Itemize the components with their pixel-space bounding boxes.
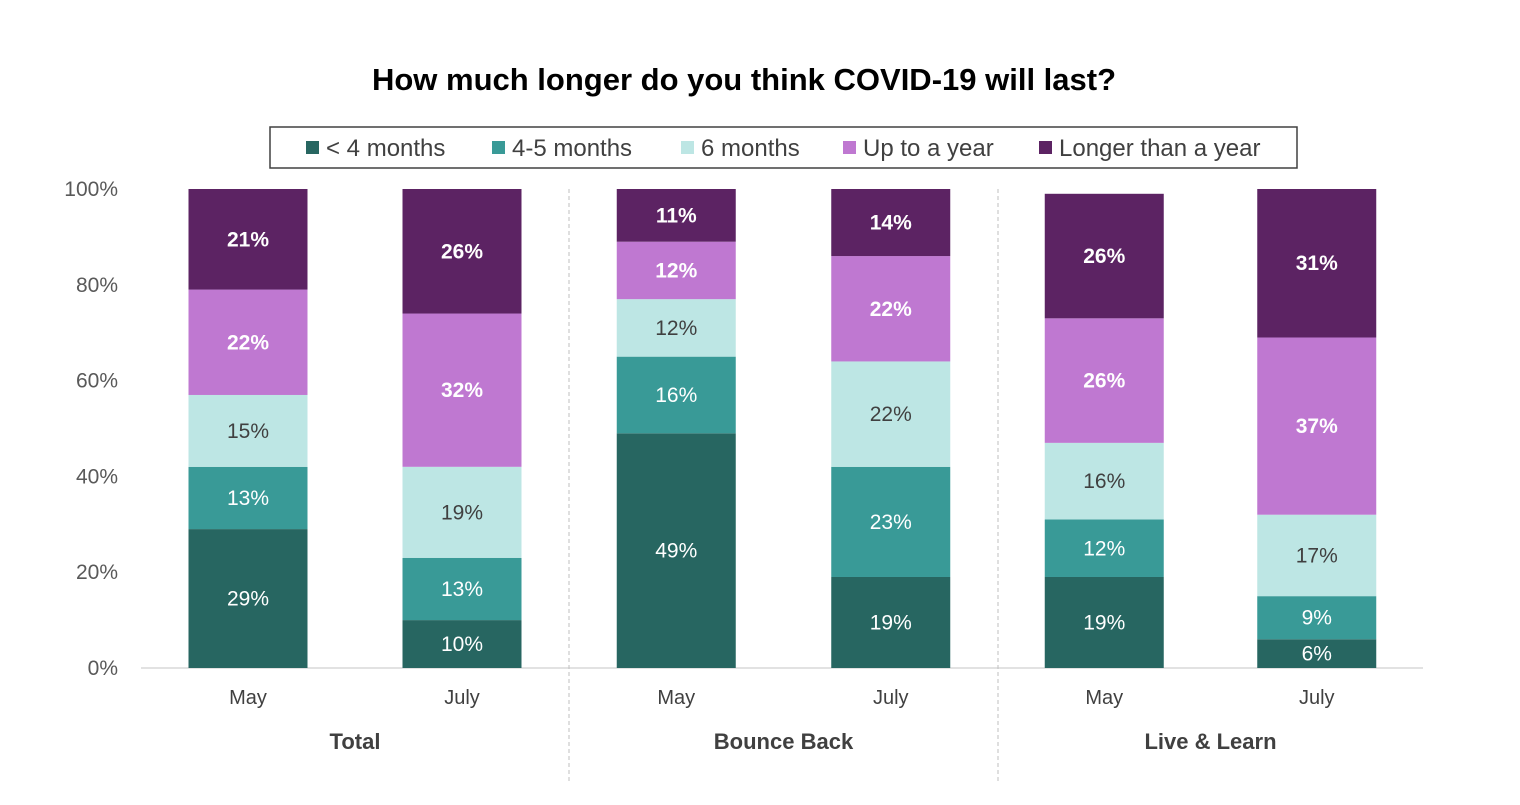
data-label: 19%: [1083, 611, 1125, 634]
bar-segment: [1044, 193, 1164, 319]
data-label: 22%: [870, 403, 912, 426]
data-label: 12%: [655, 317, 697, 340]
bar-segment: [1044, 519, 1164, 577]
bar-segment: [616, 189, 736, 242]
bar-segment: [1257, 514, 1377, 597]
legend-entry: 4-5 months: [512, 135, 632, 162]
data-label: 16%: [1083, 470, 1125, 493]
data-label: 22%: [227, 331, 269, 354]
legend: < 4 months 4-5 months 6 months Up to a year…: [269, 126, 1298, 169]
legend-entry: Up to a year: [863, 135, 994, 162]
data-label: 32%: [441, 379, 483, 402]
group-label: Live & Learn: [1144, 729, 1276, 754]
y-tick-label: 20%: [76, 561, 118, 584]
legend-entry: Longer than a year: [1059, 135, 1260, 162]
y-tick-label: 100%: [64, 178, 118, 201]
y-tick-label: 80%: [76, 274, 118, 297]
bar-segment: [1044, 576, 1164, 668]
data-label: 11%: [656, 204, 697, 227]
bar-segment: [402, 189, 522, 314]
bar-segment: [831, 256, 951, 362]
data-label: 31%: [1296, 252, 1338, 275]
legend-box: [269, 126, 1298, 169]
bar-segment: [616, 299, 736, 357]
x-tick-label: July: [873, 687, 909, 709]
bar-segment: [188, 289, 308, 395]
bar-segment: [1257, 639, 1377, 668]
bar-segment: [831, 576, 951, 668]
data-label: 15%: [227, 420, 269, 443]
data-labels: 29% 13% 15% 22% 21% 10% 13% 19% 32% 26% 49% 16% 12% 1…: [227, 204, 1338, 665]
data-label: 26%: [441, 240, 483, 263]
bar-segment: [831, 189, 951, 257]
bar-segment: [188, 189, 308, 290]
legend-swatch: [492, 141, 505, 154]
x-tick-label: May: [657, 687, 695, 709]
bar-segment: [1257, 337, 1377, 515]
bar-segment: [831, 361, 951, 467]
data-label: 37%: [1296, 415, 1338, 438]
bars: [188, 189, 1377, 668]
data-label: 9%: [1302, 607, 1332, 630]
bar-segment: [616, 241, 736, 300]
group-label: Bounce Back: [714, 729, 854, 754]
data-label: 13%: [441, 578, 483, 601]
legend-entry: < 4 months: [326, 135, 445, 162]
legend-swatch: [843, 141, 856, 154]
x-tick-label: May: [1085, 687, 1123, 709]
data-label: 26%: [1083, 245, 1125, 268]
data-label: 14%: [870, 212, 912, 235]
data-label: 49%: [655, 540, 697, 563]
data-label: 6%: [1302, 643, 1332, 666]
bar-segment: [188, 466, 308, 530]
axes: 0% 20% 40% 60% 80% 100% May July Total May July Bou…: [64, 178, 1423, 782]
bar-segment: [1257, 189, 1377, 338]
bar-segment: [188, 394, 308, 467]
data-label: 22%: [870, 298, 912, 321]
data-label: 10%: [441, 633, 483, 656]
data-label: 17%: [1296, 544, 1338, 567]
bar-segment: [1044, 318, 1164, 443]
y-tick-label: 60%: [76, 370, 118, 393]
data-label: 21%: [227, 228, 269, 251]
data-label: 12%: [655, 259, 697, 282]
bar-segment: [831, 466, 951, 577]
bar-segment: [1257, 596, 1377, 640]
data-label: 19%: [870, 611, 912, 634]
data-label: 29%: [227, 588, 269, 611]
legend-swatch: [306, 141, 319, 154]
group-label: Total: [330, 729, 381, 754]
bar-segment: [616, 433, 736, 668]
bar-segment: [616, 356, 736, 434]
data-label: 26%: [1083, 370, 1125, 393]
x-tick-label: July: [1299, 687, 1335, 709]
legend-entry: 6 months: [701, 135, 800, 162]
data-label: 16%: [655, 384, 697, 407]
bar-segment: [402, 557, 522, 621]
y-tick-label: 40%: [76, 465, 118, 488]
data-label: 12%: [1083, 537, 1125, 560]
y-tick-label: 0%: [88, 657, 118, 680]
bar-segment: [402, 620, 522, 668]
data-label: 23%: [870, 511, 912, 534]
data-label: 19%: [441, 501, 483, 524]
x-tick-label: July: [444, 687, 480, 709]
x-tick-label: May: [229, 687, 267, 709]
bar-segment: [188, 529, 308, 668]
chart-title: How much longer do you think COVID-19 wi…: [372, 62, 1116, 97]
legend-swatch: [1039, 141, 1052, 154]
bar-segment: [1044, 442, 1164, 520]
legend-swatch: [681, 141, 694, 154]
data-label: 13%: [227, 487, 269, 510]
bar-segment: [402, 466, 522, 558]
bar-segment: [402, 313, 522, 467]
